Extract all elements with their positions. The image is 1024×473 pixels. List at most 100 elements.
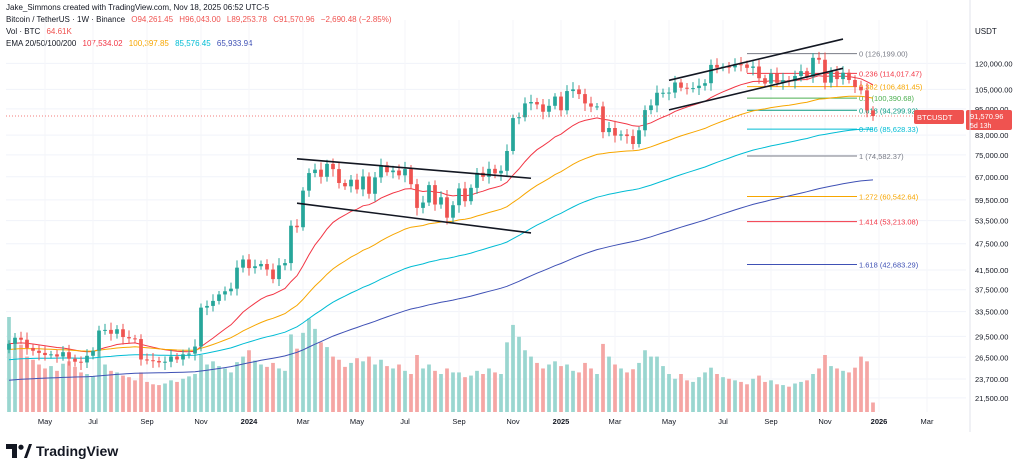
candle-body [853, 79, 857, 87]
volume-bar [427, 364, 431, 412]
candle-body [661, 92, 665, 94]
volume-bar [67, 361, 71, 412]
candle [355, 173, 359, 194]
volume-bar [871, 402, 875, 412]
candle [223, 286, 227, 301]
legend-high: H96,043.00 [179, 15, 221, 24]
candle-body [409, 169, 413, 185]
candle-body [751, 66, 755, 68]
x-tick-label: Nov [818, 417, 832, 426]
candle [367, 172, 371, 199]
candle [97, 325, 101, 357]
volume-bar [835, 368, 839, 412]
candle [55, 349, 59, 363]
tradingview-logo[interactable]: TradingView [6, 443, 118, 459]
candle [253, 259, 257, 274]
candle-body [127, 337, 131, 339]
time-axis[interactable]: May Jul Sep Nov 2024 Mar May Jul Sep Nov 2025 Mar Ma… [38, 417, 934, 426]
y-tick-label: 29,500.00 [975, 332, 1008, 341]
volume-bar [781, 385, 785, 412]
volume-bar [517, 336, 521, 412]
volume-bar [31, 359, 35, 412]
volume-bar [79, 372, 83, 412]
candle-body [817, 57, 821, 60]
candlestick-chart[interactable]: 0 (126,199.00) 0.236 (114,017.47) 0.382 (1… [0, 0, 1024, 432]
candle-body [205, 305, 209, 308]
volume-bar [325, 347, 329, 412]
x-tick-label: 2025 [553, 417, 570, 426]
candle-body [193, 346, 197, 354]
x-tick-label: Sep [764, 417, 777, 426]
volume-bar [787, 386, 791, 412]
volume-bar [499, 374, 503, 412]
candle-body [421, 202, 425, 208]
price-candles [7, 51, 875, 370]
price-axis[interactable]: USDT 120,000.00 105,000.00 95,000.00 83,000… [975, 27, 1013, 403]
legend-ema-label[interactable]: EMA 20/50/100/200 [6, 39, 77, 48]
candle-body [577, 89, 581, 95]
candle-body [43, 352, 47, 356]
volume-bar [337, 359, 341, 412]
candle [247, 254, 251, 276]
volume-bar [853, 367, 857, 412]
volume-bar [397, 364, 401, 412]
candle [343, 179, 347, 190]
candle-body [769, 73, 773, 84]
candle [13, 332, 17, 350]
badge-price: 91,570.96 [970, 112, 1003, 121]
candle-body [55, 354, 59, 357]
x-tick-label: Sep [452, 417, 465, 426]
volume-bar [841, 370, 845, 412]
ema-lines [8, 75, 874, 381]
candle [529, 94, 533, 111]
legend-ema-row: EMA 20/50/100/200 107,534.02 100,397.85 … [6, 39, 257, 48]
candle [211, 294, 215, 312]
candle-body [361, 176, 365, 190]
legend-symbol[interactable]: Bitcoin / TetherUS · 1W · Binance [6, 15, 126, 24]
candle-body [247, 259, 251, 269]
volume-bar [49, 366, 53, 412]
y-tick-label: 95,000.00 [975, 105, 1008, 114]
candle-body [505, 150, 509, 171]
volume-bar [709, 367, 713, 412]
candle [697, 78, 701, 95]
candle [325, 159, 329, 182]
candle-body [373, 177, 377, 194]
candle [283, 258, 287, 271]
volume-bar [421, 368, 425, 412]
volume-bar [739, 381, 743, 412]
fib-level-label: 1 (74,582.37) [859, 152, 904, 161]
trendlines [6, 38, 966, 234]
legend-vol-label[interactable]: Vol · BTC [6, 27, 41, 36]
candle [613, 120, 617, 143]
candle [469, 184, 473, 205]
volume-bar [865, 361, 869, 412]
volume-bar [619, 368, 623, 412]
volume-bar [523, 350, 527, 412]
legend-vol-value: 64.61K [46, 27, 72, 36]
candle [451, 201, 455, 223]
candle-body [805, 71, 809, 77]
volume-bar [61, 363, 65, 412]
volume-bar [169, 380, 173, 412]
candle-body [199, 307, 203, 347]
candle [181, 349, 185, 366]
candle-body [277, 265, 281, 280]
candle [685, 82, 689, 95]
candle [361, 169, 365, 197]
x-tick-label: 2026 [871, 417, 888, 426]
chart-credit: Jake_Simmons created with TradingView.co… [6, 3, 270, 12]
volume-bar [817, 368, 821, 412]
candle [601, 101, 605, 139]
candle-body [229, 288, 233, 292]
volume-bar [823, 355, 827, 412]
candle-body [517, 117, 521, 119]
fib-level-label: 0 (126,199.00) [859, 50, 908, 59]
candle-body [523, 103, 527, 118]
volume-bar [91, 376, 95, 412]
volume-bar [511, 324, 515, 412]
candle-body [187, 353, 191, 355]
candle [241, 255, 245, 273]
ema-line-50 [8, 95, 874, 352]
legend-close: C91,570.96 [273, 15, 315, 24]
